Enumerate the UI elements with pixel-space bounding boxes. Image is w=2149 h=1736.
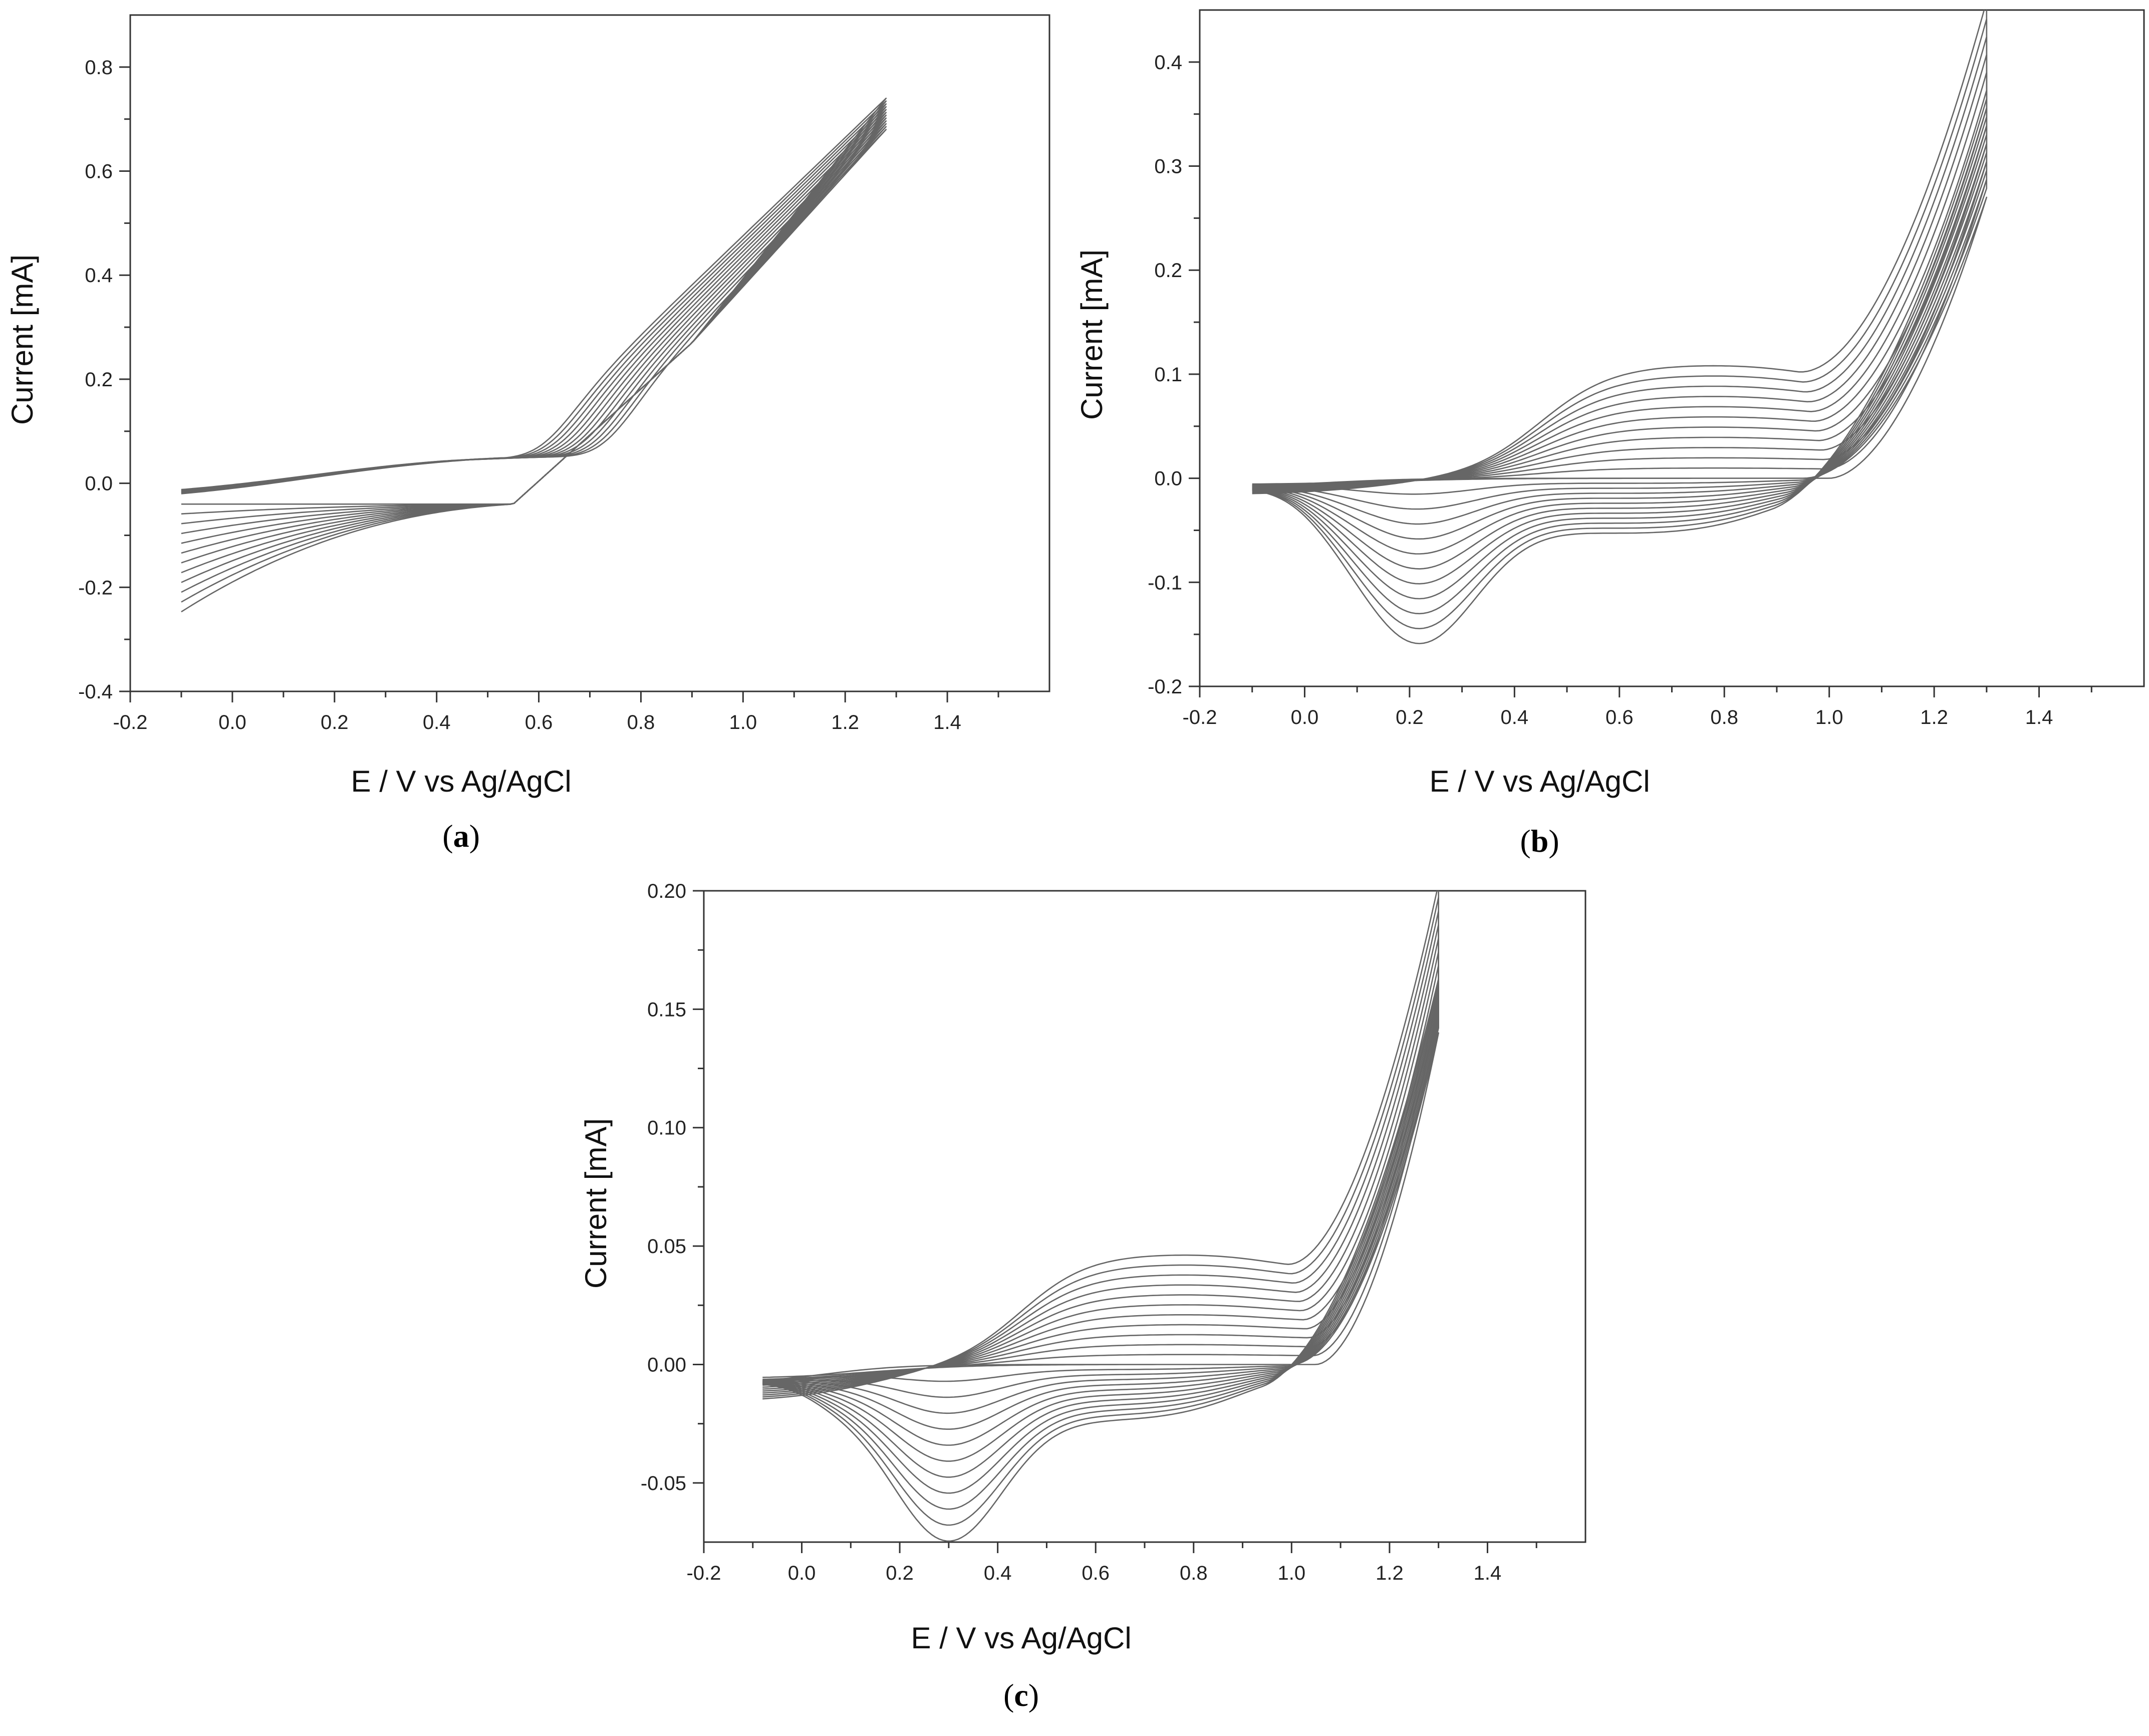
cv-cycle-12 (762, 891, 1439, 1542)
y-tick-label: 0.0 (1154, 468, 1182, 490)
y-tick-label: 0.4 (1154, 52, 1182, 74)
panel-label-letter: a (453, 818, 469, 854)
y-tick-label: 0.10 (647, 1117, 686, 1139)
x-tick-label: 1.0 (1278, 1562, 1306, 1584)
x-tick-label: 0.8 (1180, 1562, 1208, 1584)
cv-cycles (181, 97, 887, 613)
x-tick-label: 0.2 (1396, 706, 1424, 728)
x-tick-label: 0.8 (627, 711, 655, 733)
cv-cycle-4 (181, 120, 887, 535)
y-tick-label: 0.05 (647, 1235, 686, 1258)
y-axis-title: Current [mA] (579, 1118, 613, 1289)
y-tick-label: -0.1 (1148, 572, 1182, 594)
cv-cycle-9 (181, 106, 887, 583)
cv-cycle-7 (181, 112, 887, 564)
cv-cycle-4 (1252, 143, 1988, 525)
x-axis-title: E / V vs Ag/AgCl (1430, 765, 1650, 798)
panel-label-b: (b) (1520, 823, 1559, 859)
cv-cycles (762, 891, 1439, 1542)
y-tick-label: -0.2 (1148, 676, 1182, 698)
cv-cycle-12 (181, 97, 887, 613)
cv-cycle-9 (762, 923, 1439, 1494)
cv-cycles (1252, 10, 1988, 644)
chart-panel-a: -0.2 0.0 0.2 0.4 0.6 0.8 1.0 1.2 1.4-0.4-0.20.00… (6, 14, 1050, 854)
x-tick-label: 1.2 (831, 711, 859, 733)
x-tick-label: 0.0 (788, 1562, 816, 1584)
y-tick-label: 0.8 (85, 57, 113, 79)
cv-cycle-5 (1252, 125, 1988, 540)
cv-cycle-1 (181, 129, 887, 505)
y-axis-title: Current [mA] (6, 255, 39, 425)
x-tick-label: -0.2 (687, 1562, 721, 1584)
x-axis-title: E / V vs Ag/AgCl (911, 1621, 1132, 1655)
panel-label-letter: c (1014, 1677, 1028, 1713)
cv-cycle-10 (762, 910, 1439, 1510)
y-tick-label: 0.0 (85, 473, 113, 495)
y-axis-title: Current [mA] (1075, 250, 1109, 420)
y-tick-label: 0.4 (85, 265, 113, 287)
x-tick-label: 0.6 (1605, 706, 1634, 728)
cv-cycle-1 (1252, 196, 1988, 486)
cv-cycle-10 (181, 103, 887, 593)
y-tick-label: -0.2 (78, 577, 113, 599)
x-axis-title: E / V vs Ag/AgCl (351, 765, 572, 798)
x-tick-label: -0.2 (1183, 706, 1217, 728)
chart-panel-b: -0.2 0.0 0.2 0.4 0.6 0.8 1.0 1.2 1.4 -0.2 -0.1 0.0 0… (1075, 9, 2145, 859)
x-tick-label: 0.4 (984, 1562, 1012, 1584)
y-tick-label: 0.6 (85, 161, 113, 183)
cv-cycle-1 (762, 1032, 1439, 1381)
x-tick-label: 1.0 (729, 711, 757, 733)
chart-panel-c: -0.2 0.0 0.2 0.4 0.6 0.8 1.0 1.2 1.4 -0.05 0.00 0.0… (579, 880, 1586, 1713)
x-tick-label: -0.2 (113, 711, 148, 733)
x-tick-label: 1.0 (1815, 706, 1843, 728)
cv-cycle-11 (181, 100, 887, 603)
x-tick-label: 1.4 (2025, 706, 2053, 728)
plot-frame (703, 890, 1586, 1543)
cv-cycle-3 (181, 123, 887, 525)
x-tick-label: 1.4 (1474, 1562, 1502, 1584)
y-tick-label: 0.00 (647, 1354, 686, 1376)
x-tick-label: 0.2 (886, 1562, 914, 1584)
panel-label-c: (c) (1003, 1677, 1039, 1713)
y-tick-label: 0.2 (85, 369, 113, 391)
cv-cycle-2 (1252, 178, 1988, 495)
x-tick-label: 0.0 (218, 711, 246, 733)
y-tick-label: -0.05 (641, 1472, 686, 1495)
panel-label-a: (a) (442, 818, 480, 854)
y-tick-label: 0.20 (647, 880, 686, 902)
y-tick-label: 0.2 (1154, 260, 1182, 282)
plot-frame (1199, 9, 2145, 687)
cv-cycle-3 (1252, 161, 1988, 510)
cv-cycle-11 (1252, 18, 1988, 629)
cv-cycle-5 (762, 978, 1439, 1430)
cv-cycle-6 (181, 114, 887, 554)
cv-cycle-10 (1252, 36, 1988, 615)
x-tick-label: 1.4 (933, 711, 961, 733)
x-tick-label: 0.0 (1291, 706, 1319, 728)
x-tick-label: 1.2 (1376, 1562, 1404, 1584)
panel-label-letter: b (1531, 823, 1549, 859)
y-tick-label: 0.3 (1154, 156, 1182, 178)
x-tick-label: 0.8 (1710, 706, 1738, 728)
y-tick-label: 0.15 (647, 999, 686, 1021)
cv-cycle-8 (181, 109, 887, 574)
x-tick-label: 1.2 (1920, 706, 1948, 728)
y-tick-label: 0.1 (1154, 364, 1182, 386)
x-tick-label: 0.4 (1501, 706, 1529, 728)
plot-frame (129, 14, 1050, 692)
x-tick-label: 0.6 (1082, 1562, 1110, 1584)
cv-cycle-9 (1252, 54, 1988, 600)
x-tick-label: 0.2 (321, 711, 349, 733)
x-tick-label: 0.4 (423, 711, 451, 733)
cv-cycle-12 (1252, 10, 1988, 644)
x-tick-label: 0.6 (525, 711, 553, 733)
y-tick-label: -0.4 (78, 681, 113, 703)
